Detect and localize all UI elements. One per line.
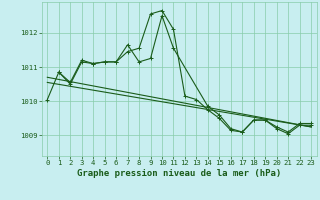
X-axis label: Graphe pression niveau de la mer (hPa): Graphe pression niveau de la mer (hPa) <box>77 169 281 178</box>
